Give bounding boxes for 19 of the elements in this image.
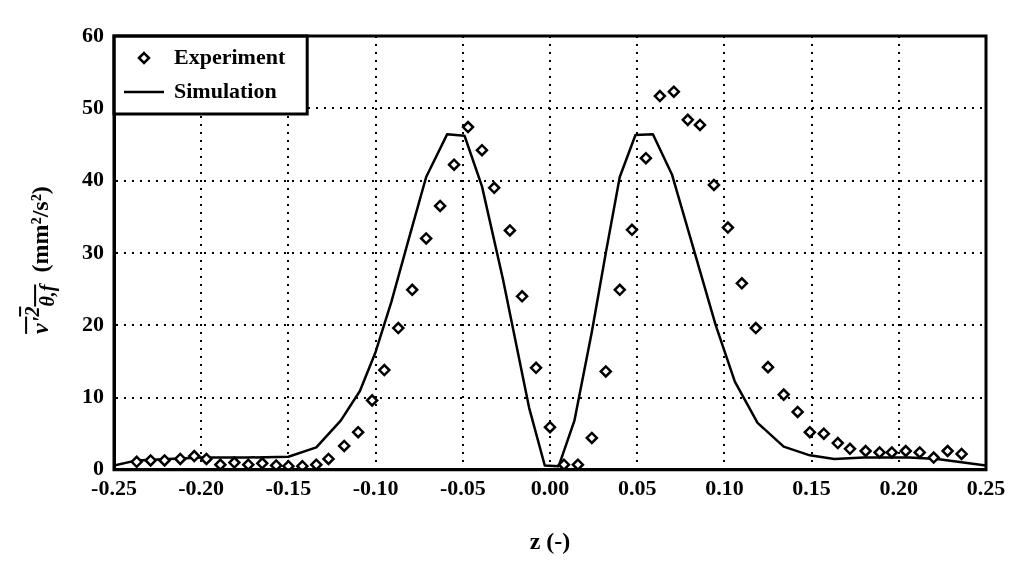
x-tick-label: 0.00: [530, 474, 570, 500]
y-tick-label: 10: [82, 383, 104, 409]
y-tick-label: 60: [82, 21, 104, 47]
legend-label: Simulation: [174, 77, 277, 103]
x-tick-label: 0.10: [705, 474, 744, 500]
x-tick-label: 0.20: [879, 474, 919, 500]
legend-label: Experiment: [174, 43, 286, 69]
y-tick-label: 40: [82, 166, 104, 192]
x-tick-label: 0.15: [792, 474, 831, 500]
x-tick-label: 0.05: [617, 474, 657, 500]
x-tick-label: -0.05: [439, 474, 486, 500]
x-tick-label: -0.10: [352, 474, 399, 500]
x-tick-label: -0.15: [265, 474, 312, 500]
y-tick-label: 20: [82, 310, 104, 336]
y-tick-label: 50: [82, 93, 104, 119]
x-tick-label: 0.25: [966, 474, 1006, 500]
x-tick-label: -0.20: [178, 474, 225, 500]
y-tick-label: 30: [82, 238, 104, 264]
x-axis-title: z (-): [529, 527, 571, 554]
